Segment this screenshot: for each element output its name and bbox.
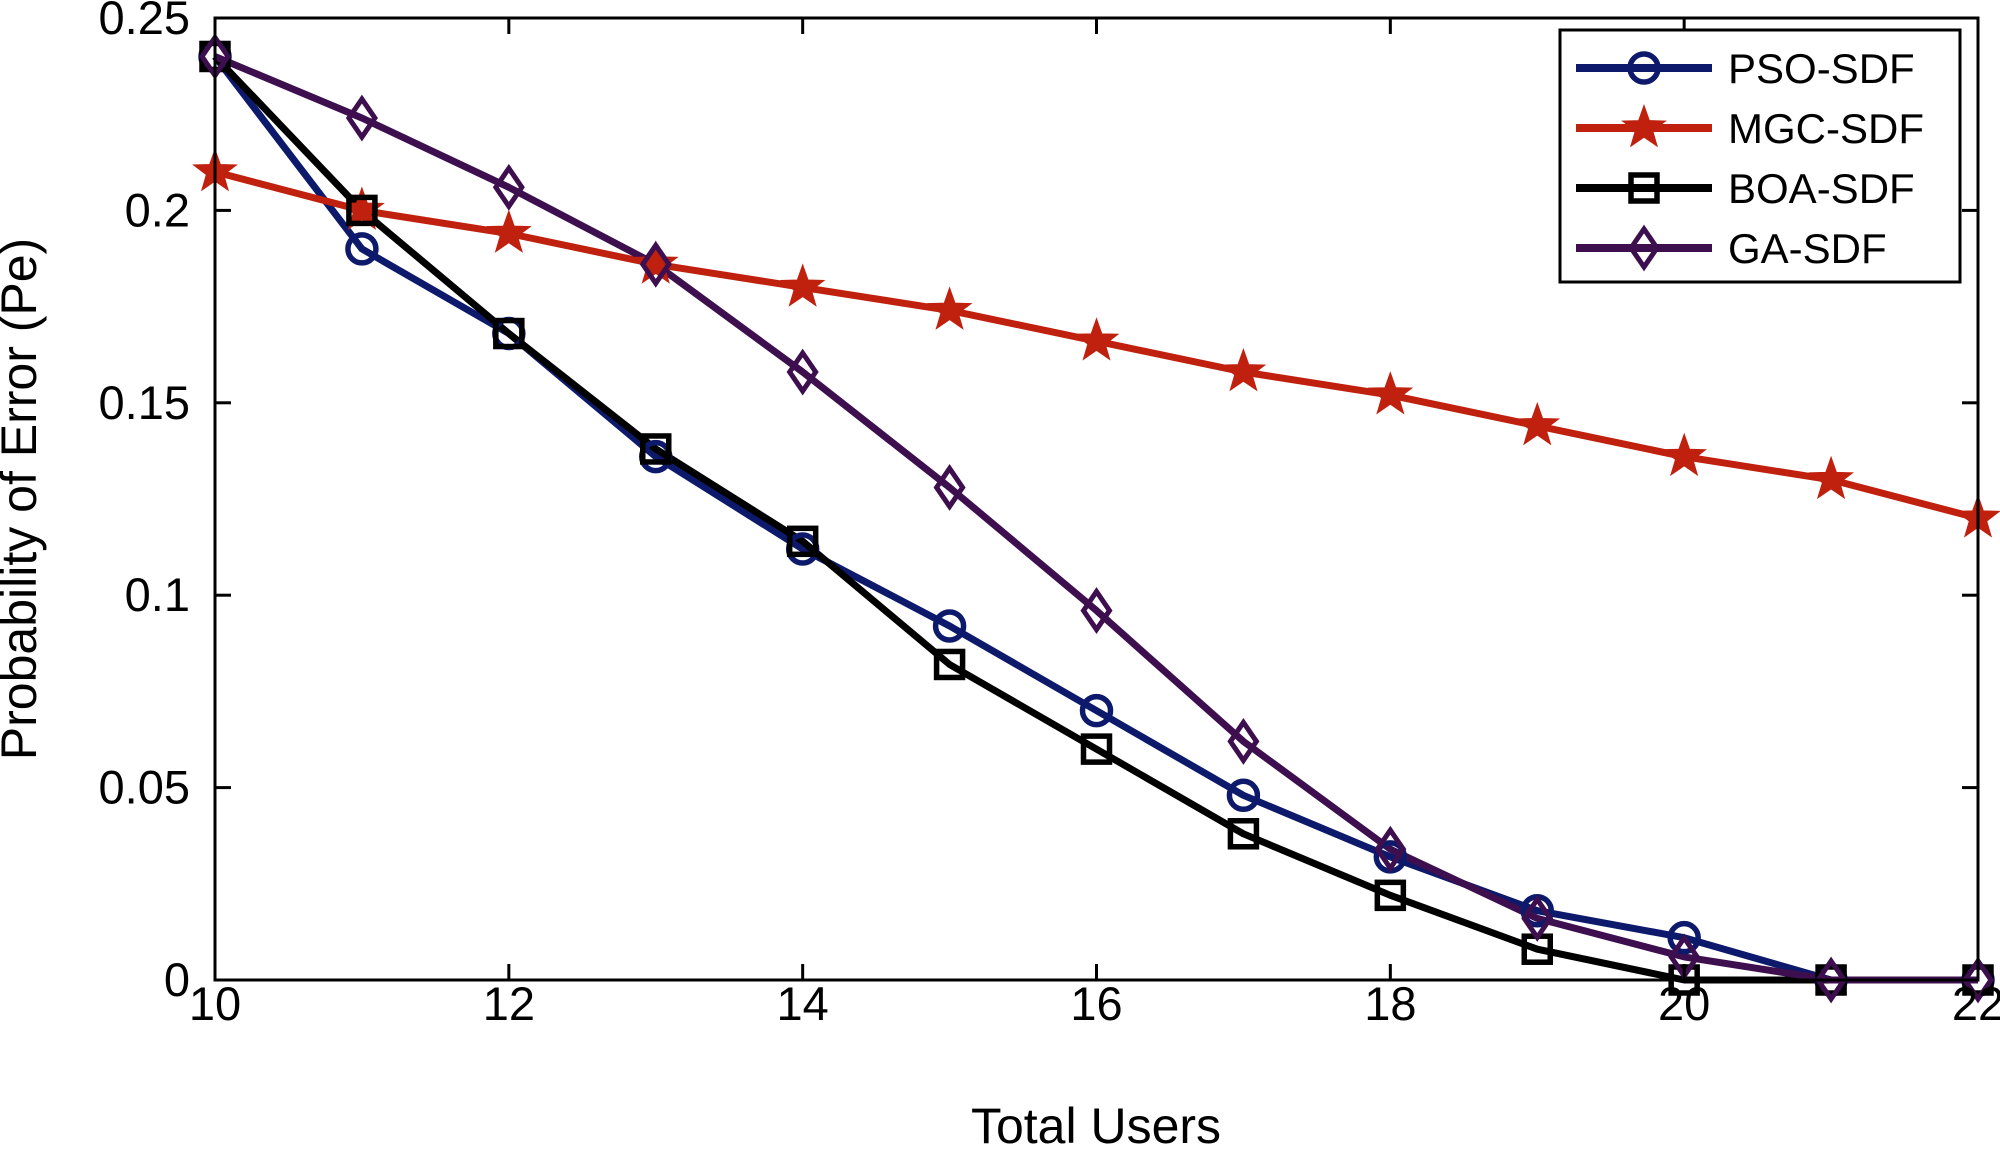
data-point-boa-sdf <box>933 648 966 681</box>
series-line-ga-sdf <box>213 53 1978 984</box>
data-point-ga-sdf <box>1961 956 1995 1004</box>
data-point-boa-sdf <box>786 525 819 558</box>
legend-marker-ga-sdf <box>1627 224 1661 272</box>
y-tick-label: 0 <box>164 953 190 1006</box>
legend-marker-mgc-sdf <box>1621 104 1667 148</box>
x-tick-label: 20 <box>1658 977 1710 1030</box>
x-tick-label: 18 <box>1364 977 1416 1030</box>
legend: PSO-SDF MGC-SDF BOA-SDF GA-SDF <box>1558 28 1962 284</box>
data-point-boa-sdf <box>493 317 525 350</box>
data-point-mgc-sdf <box>1367 371 1414 415</box>
y-tick-label: 0.15 <box>99 376 190 429</box>
x-tick-label: 22 <box>1952 977 2000 1030</box>
legend-marker-pso-sdf <box>1627 51 1661 85</box>
data-point-ga-sdf <box>933 464 966 511</box>
data-point-mgc-sdf <box>1661 432 1707 477</box>
x-ticks: 10 12 14 16 18 20 22 <box>189 18 2000 1030</box>
data-point-mgc-sdf <box>1073 317 1120 361</box>
data-point-pso-sdf <box>1079 693 1114 728</box>
legend-entry-pso-sdf: PSO-SDF <box>1576 45 1915 92</box>
data-point-mgc-sdf <box>1514 401 1561 446</box>
y-tick-label: 0.05 <box>99 761 190 814</box>
data-point-ga-sdf <box>786 348 819 396</box>
data-point-ga-sdf <box>1227 717 1260 765</box>
data-point-pso-sdf <box>345 232 379 266</box>
legend-marker-boa-sdf <box>1628 172 1660 204</box>
data-point-ga-sdf <box>639 240 672 288</box>
y-tick-label: 0.25 <box>99 0 190 44</box>
y-ticks: 0 0.05 0.1 0.15 0.2 0.25 <box>99 0 1978 1006</box>
data-point-boa-sdf <box>1227 818 1260 850</box>
data-point-mgc-sdf <box>1220 348 1267 392</box>
data-point-ga-sdf <box>1080 587 1113 635</box>
data-point-pso-sdf <box>1667 920 1701 955</box>
data-point-mgc-sdf <box>779 263 826 307</box>
y-tick-label: 0.1 <box>125 568 190 621</box>
x-tick-label: 12 <box>483 977 535 1030</box>
data-point-mgc-sdf <box>486 209 532 253</box>
legend-entry-ga-sdf: GA-SDF <box>1576 224 1887 272</box>
y-tick-label: 0.2 <box>125 183 190 236</box>
data-point-pso-sdf <box>1226 778 1261 813</box>
data-point-boa-sdf <box>1080 733 1113 765</box>
data-point-ga-sdf <box>1374 825 1407 873</box>
x-tick-label: 14 <box>777 977 829 1030</box>
data-point-ga-sdf <box>345 94 378 142</box>
legend-label-pso-sdf: PSO-SDF <box>1728 45 1915 92</box>
legend-label-ga-sdf: GA-SDF <box>1728 225 1887 272</box>
data-point-mgc-sdf <box>632 240 679 284</box>
x-tick-label: 16 <box>1070 977 1122 1030</box>
data-point-mgc-sdf <box>1808 455 1854 500</box>
legend-entry-boa-sdf: BOA-SDF <box>1576 165 1915 212</box>
data-point-boa-sdf <box>640 433 672 465</box>
legend-label-mgc-sdf: MGC-SDF <box>1728 105 1924 152</box>
y-axis-title: Probability of Error (Pe) <box>0 238 47 760</box>
x-axis-title: Total Users <box>971 1098 1221 1150</box>
data-point-boa-sdf <box>1374 879 1407 912</box>
data-point-ga-sdf <box>1815 956 1848 1004</box>
data-point-ga-sdf <box>492 163 525 211</box>
data-point-ga-sdf <box>1521 895 1554 942</box>
legend-entry-mgc-sdf: MGC-SDF <box>1576 104 1924 152</box>
data-point-pso-sdf <box>932 609 967 643</box>
x-tick-label: 10 <box>189 977 241 1030</box>
data-point-mgc-sdf <box>926 286 973 330</box>
data-point-boa-sdf <box>346 194 378 227</box>
legend-label-boa-sdf: BOA-SDF <box>1728 165 1915 212</box>
